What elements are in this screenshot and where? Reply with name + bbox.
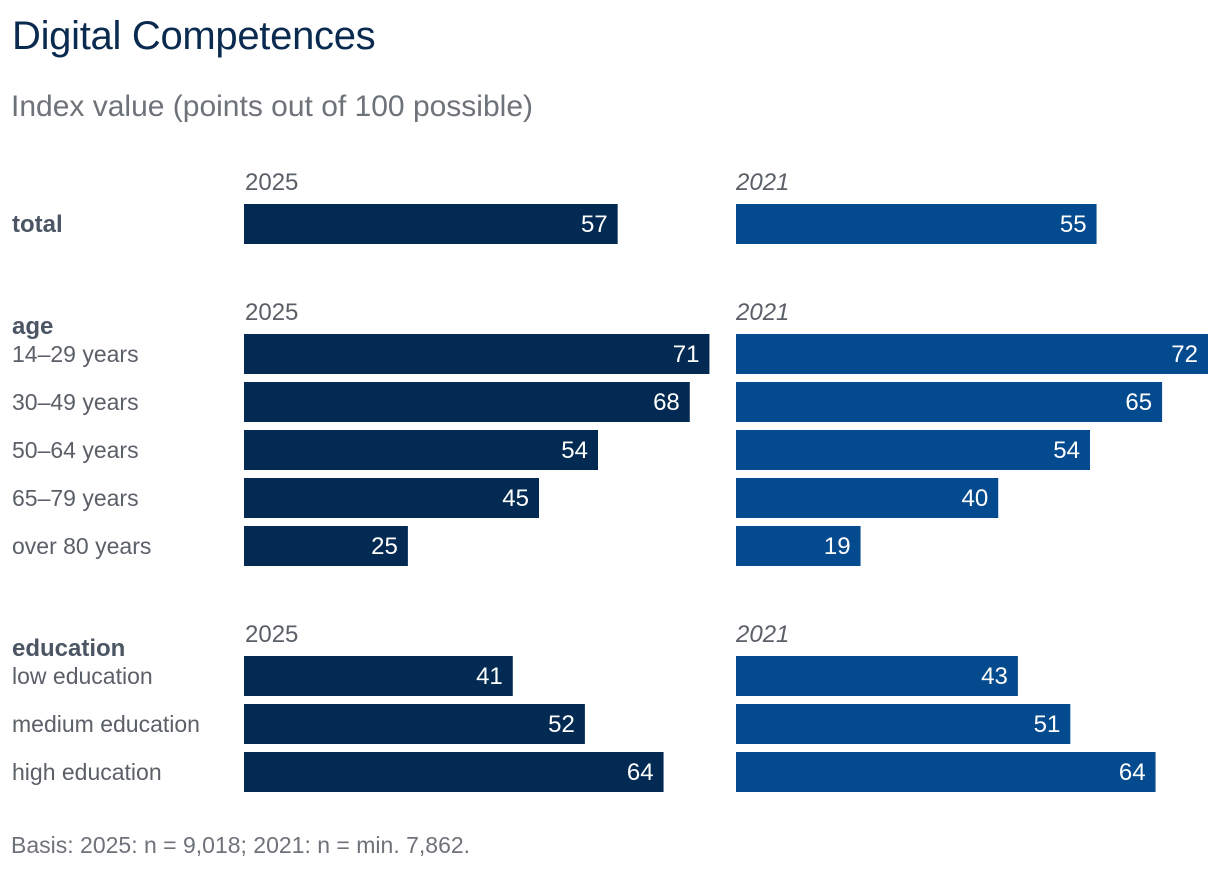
bar-2021 xyxy=(736,204,1097,244)
year-header-2021: 2021 xyxy=(735,299,789,326)
bar-2025 xyxy=(244,334,710,374)
bar-2021 xyxy=(736,656,1018,696)
category-label: 14–29 years xyxy=(12,341,139,367)
data-label-2021: 54 xyxy=(1053,437,1080,464)
year-header-2025: 2025 xyxy=(245,299,298,326)
chart-title: Digital Competences xyxy=(12,14,376,58)
data-label-2021: 72 xyxy=(1171,341,1198,368)
bar-2025 xyxy=(244,704,585,744)
data-label-2025: 68 xyxy=(653,389,680,416)
data-label-2025: 52 xyxy=(548,711,575,738)
data-label-2025: 64 xyxy=(627,759,654,786)
bar-2025 xyxy=(244,204,618,244)
data-label-2025: 57 xyxy=(581,211,608,238)
data-label-2025: 41 xyxy=(476,663,503,690)
category-label: over 80 years xyxy=(12,533,151,559)
data-label-2021: 55 xyxy=(1060,211,1087,238)
data-label-2021: 65 xyxy=(1125,389,1152,416)
bar-2025 xyxy=(244,656,513,696)
category-label: high education xyxy=(12,759,162,785)
bar-2025 xyxy=(244,478,539,518)
data-label-2021: 19 xyxy=(824,533,851,560)
data-label-2021: 64 xyxy=(1119,759,1146,786)
year-header-2025: 2025 xyxy=(245,169,298,196)
bar-2021 xyxy=(736,382,1163,422)
chart-subtitle: Index value (points out of 100 possible) xyxy=(11,90,533,123)
bar-2021 xyxy=(736,478,999,518)
category-label: 50–64 years xyxy=(12,437,139,463)
category-label: medium education xyxy=(12,711,200,737)
year-header-2021: 2021 xyxy=(735,621,789,648)
data-label-2025: 45 xyxy=(502,485,529,512)
data-label-2021: 51 xyxy=(1034,711,1061,738)
bar-2021 xyxy=(736,526,861,566)
chart-footnote: Basis: 2025: n = 9,018; 2021: n = min. 7… xyxy=(11,832,471,858)
bar-2025 xyxy=(244,430,598,470)
group-label-age: age xyxy=(12,313,53,340)
data-label-2021: 40 xyxy=(962,485,989,512)
data-label-2021: 43 xyxy=(981,663,1008,690)
group-label-education: education xyxy=(12,635,125,662)
bar-2025 xyxy=(244,526,408,566)
data-label-2025: 54 xyxy=(561,437,588,464)
bar-2025 xyxy=(244,382,690,422)
category-label: 30–49 years xyxy=(12,389,139,415)
bar-2021 xyxy=(736,430,1090,470)
bar-2021 xyxy=(736,704,1071,744)
data-label-2025: 71 xyxy=(673,341,700,368)
category-label: low education xyxy=(12,663,153,689)
bar-2021 xyxy=(736,334,1208,374)
year-header-2021: 2021 xyxy=(735,169,789,196)
group-label-total: total xyxy=(12,211,63,238)
bar-2021 xyxy=(736,752,1156,792)
year-header-2025: 2025 xyxy=(245,621,298,648)
data-label-2025: 25 xyxy=(371,533,398,560)
category-label: 65–79 years xyxy=(12,485,139,511)
bar-2025 xyxy=(244,752,664,792)
